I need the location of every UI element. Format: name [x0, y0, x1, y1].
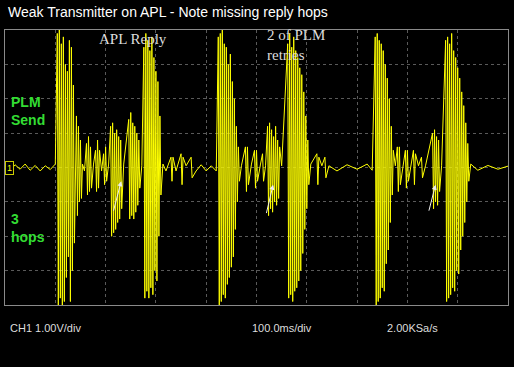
svg-text:3hops: 3hops [11, 211, 45, 245]
svg-text:CH1 1.00V/div: CH1 1.00V/div [10, 322, 81, 334]
svg-text:2.00KSa/s: 2.00KSa/s [387, 322, 438, 334]
svg-text:2 of PLMretries: 2 of PLMretries [267, 27, 325, 63]
svg-text:100.0ms/div: 100.0ms/div [252, 322, 312, 334]
svg-text:Weak Transmitter on APL - Note: Weak Transmitter on APL - Note missing r… [8, 4, 328, 20]
svg-text:PLMSend: PLMSend [11, 94, 45, 128]
svg-text:APL Reply: APL Reply [99, 31, 167, 47]
svg-text:1: 1 [7, 163, 12, 173]
